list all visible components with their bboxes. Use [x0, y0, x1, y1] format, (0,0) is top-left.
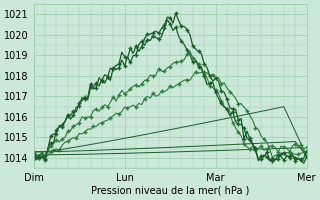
X-axis label: Pression niveau de la mer( hPa ): Pression niveau de la mer( hPa )	[91, 186, 249, 196]
